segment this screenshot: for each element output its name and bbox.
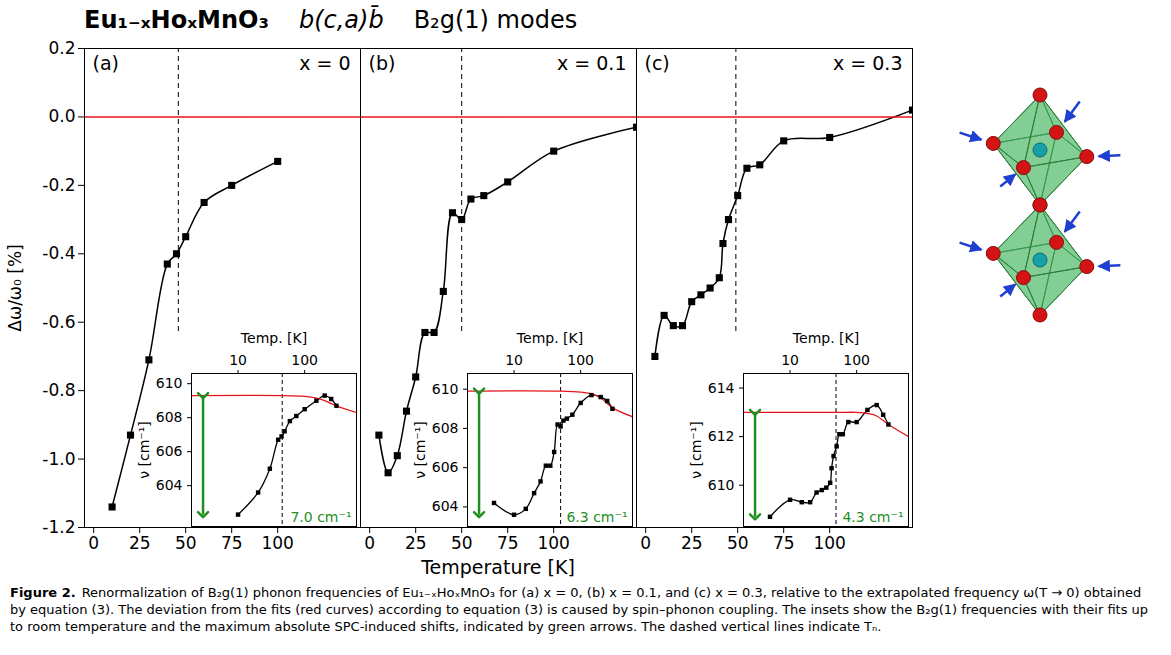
svg-text:610: 610 [156,375,183,391]
svg-text:606: 606 [432,459,459,475]
svg-text:100: 100 [813,533,845,553]
svg-text:608: 608 [156,409,183,425]
svg-text:0.2: 0.2 [48,38,75,58]
html-text:Figure 2. Renormalization of B: Figure 2. Renormalization of B₂g(1) phon… [10,585,1149,634]
svg-text:100: 100 [567,352,594,368]
svg-text:10: 10 [505,352,523,368]
html-text:B₂g(1) modes: B₂g(1) modes [413,6,578,34]
svg-text:100: 100 [291,352,318,368]
svg-text:0: 0 [364,533,375,553]
svg-text:75: 75 [497,533,519,553]
svg-text:Δω/ω₀ [%]: Δω/ω₀ [%] [5,244,25,331]
svg-text:75: 75 [221,533,243,553]
svg-text:75: 75 [773,533,795,553]
svg-text:610: 610 [432,381,459,397]
svg-text:-0.6: -0.6 [42,312,75,332]
svg-text:(b): (b) [369,52,396,74]
svg-text:7.0 cm⁻¹: 7.0 cm⁻¹ [290,509,351,525]
svg-text:-1.0: -1.0 [42,449,75,469]
svg-text:Temp. [K]: Temp. [K] [792,330,859,346]
svg-text:-0.2: -0.2 [42,175,75,195]
svg-text:614: 614 [708,380,735,396]
svg-text:612: 612 [708,428,735,444]
svg-text:6.3 cm⁻¹: 6.3 cm⁻¹ [566,509,627,525]
svg-text:ν [cm⁻¹]: ν [cm⁻¹] [136,421,152,479]
svg-text:50: 50 [727,533,749,553]
svg-text:25: 25 [129,533,151,553]
svg-text:610: 610 [708,477,735,493]
svg-text:Temp. [K]: Temp. [K] [240,330,307,346]
svg-text:4.3 cm⁻¹: 4.3 cm⁻¹ [842,509,903,525]
svg-text:x = 0: x = 0 [299,52,350,74]
html-text:Temperature [K]: Temperature [K] [421,556,575,578]
html-text:b(c,a)b̄: b(c,a)b̄ [298,6,384,34]
svg-text:25: 25 [681,533,703,553]
svg-text:50: 50 [175,533,197,553]
svg-text:-0.8: -0.8 [42,380,75,400]
svg-text:ν [cm⁻¹]: ν [cm⁻¹] [412,421,428,479]
svg-text:100: 100 [843,352,870,368]
svg-text:Temp. [K]: Temp. [K] [516,330,583,346]
svg-text:100: 100 [261,533,293,553]
svg-text:50: 50 [451,533,473,553]
svg-text:10: 10 [781,352,799,368]
svg-text:x = 0.1: x = 0.1 [557,52,626,74]
svg-text:x = 0.3: x = 0.3 [833,52,902,74]
svg-text:604: 604 [156,477,183,493]
svg-text:-1.2: -1.2 [42,517,75,537]
svg-text:25: 25 [405,533,427,553]
svg-text:10: 10 [229,352,247,368]
svg-text:(c): (c) [645,52,670,74]
html-text:Eu₁₋ₓHoₓMnO₃: Eu₁₋ₓHoₓMnO₃ [84,6,269,34]
svg-text:(a): (a) [93,52,119,74]
svg-text:0.0: 0.0 [48,106,75,126]
svg-text:0: 0 [640,533,651,553]
svg-text:0: 0 [88,533,99,553]
svg-text:606: 606 [156,443,183,459]
svg-text:-0.4: -0.4 [42,243,75,263]
svg-text:100: 100 [537,533,569,553]
svg-text:608: 608 [432,420,459,436]
svg-text:ν [cm⁻¹]: ν [cm⁻¹] [688,421,704,479]
svg-text:604: 604 [432,498,459,514]
